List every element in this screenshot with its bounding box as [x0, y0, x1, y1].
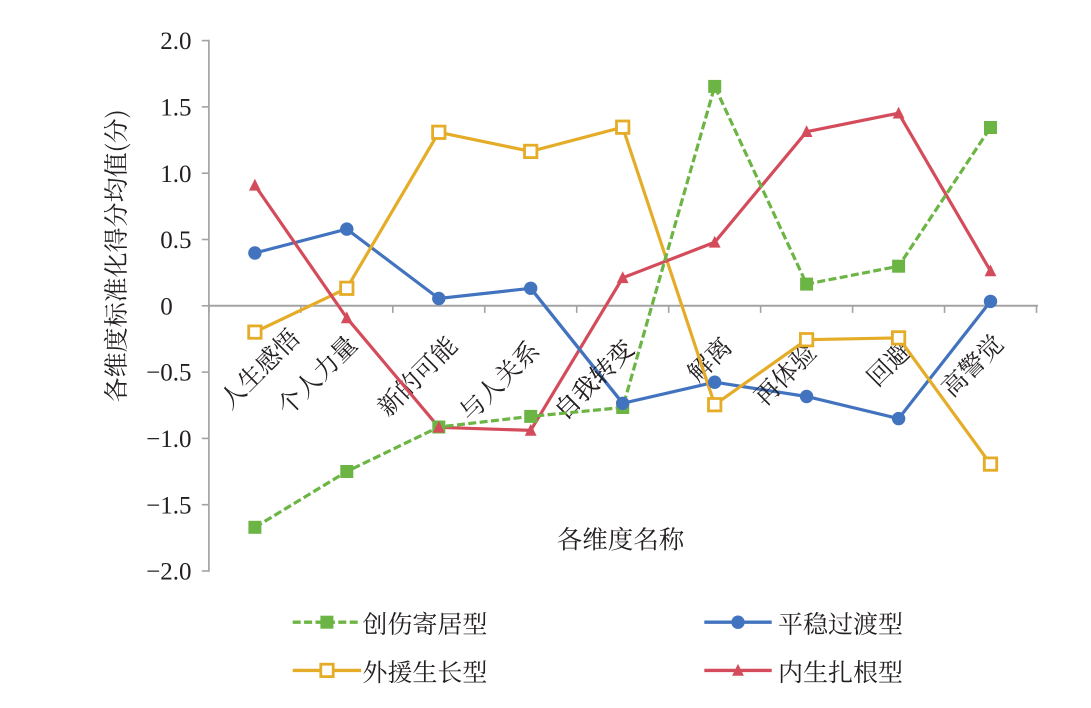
svg-text:−1.5: −1.5 — [146, 492, 191, 519]
svg-text:−1.0: −1.0 — [146, 426, 191, 453]
svg-text:1.5: 1.5 — [160, 95, 191, 122]
svg-text:2.0: 2.0 — [160, 28, 191, 55]
svg-text:0.5: 0.5 — [160, 227, 191, 254]
svg-text:−2.0: −2.0 — [146, 559, 191, 586]
svg-text:0: 0 — [160, 293, 173, 320]
svg-text:−0.5: −0.5 — [146, 360, 191, 387]
svg-text:1.0: 1.0 — [160, 161, 191, 188]
